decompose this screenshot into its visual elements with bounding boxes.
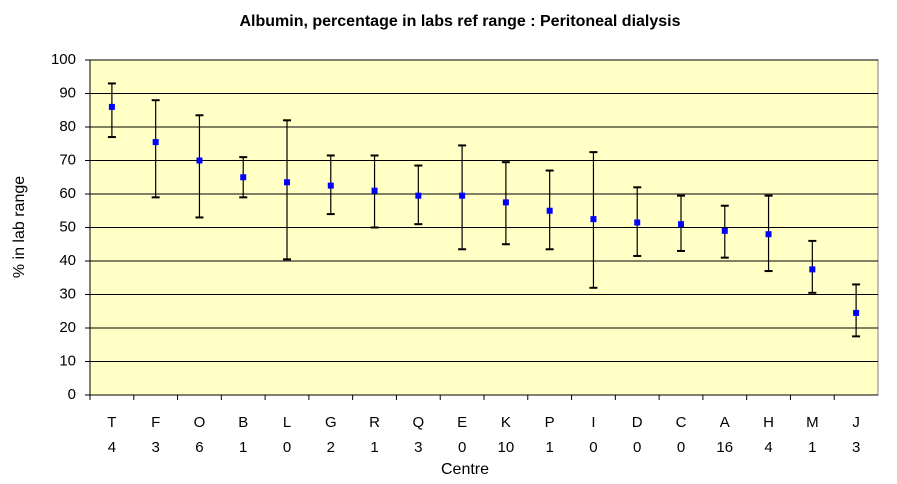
x-tick-label: K bbox=[501, 414, 511, 431]
x-tick-label: B bbox=[238, 414, 248, 431]
x-tick-sublabel: 0 bbox=[677, 439, 685, 456]
x-tick-sublabel: 3 bbox=[414, 439, 422, 456]
point bbox=[853, 309, 860, 316]
point bbox=[546, 207, 553, 214]
x-tick-label: E bbox=[457, 414, 467, 431]
x-tick-sublabel: 0 bbox=[589, 439, 597, 456]
x-tick-label: D bbox=[632, 414, 643, 431]
point bbox=[502, 199, 509, 206]
y-tick-label: 100 bbox=[51, 51, 76, 68]
x-tick-sublabel: 10 bbox=[498, 439, 515, 456]
x-tick-sublabel: 1 bbox=[545, 439, 553, 456]
point bbox=[108, 103, 115, 110]
x-tick-label: R bbox=[369, 414, 380, 431]
point bbox=[284, 179, 290, 186]
x-tick-sublabel: 16 bbox=[716, 439, 733, 456]
x-tick-sublabel: 3 bbox=[852, 439, 860, 456]
x-tick-label: F bbox=[151, 414, 160, 431]
x-axis-label: Centre bbox=[441, 461, 489, 478]
x-tick-sublabel: 0 bbox=[458, 439, 466, 456]
x-tick-label: I bbox=[591, 414, 595, 431]
error-bar bbox=[107, 82, 116, 139]
point bbox=[634, 219, 641, 226]
x-tick-label: C bbox=[676, 414, 687, 431]
x-tick-sublabel: 1 bbox=[808, 439, 816, 456]
x-tick-sublabel: 3 bbox=[151, 439, 159, 456]
point bbox=[371, 187, 378, 194]
y-tick-label: 90 bbox=[59, 84, 76, 101]
x-tick-sublabel: 1 bbox=[370, 439, 378, 456]
x-tick-label: L bbox=[283, 414, 291, 431]
y-tick-label: 50 bbox=[59, 218, 76, 235]
y-tick-label: 80 bbox=[59, 118, 76, 135]
x-tick-label: Q bbox=[412, 414, 424, 431]
y-axis-label: % in lab range bbox=[11, 176, 28, 278]
x-tick-sublabel: 6 bbox=[195, 439, 203, 456]
y-tick-label: 10 bbox=[59, 352, 76, 369]
y-tick-label: 40 bbox=[59, 252, 76, 269]
y-tick-label: 60 bbox=[59, 185, 76, 202]
point bbox=[809, 266, 816, 273]
y-tick-label: 30 bbox=[59, 285, 76, 302]
point bbox=[459, 192, 466, 199]
point bbox=[721, 227, 728, 234]
point bbox=[590, 216, 597, 223]
point bbox=[765, 231, 772, 238]
x-tick-sublabel: 1 bbox=[239, 439, 247, 456]
error-bar bbox=[195, 114, 204, 219]
point bbox=[415, 192, 422, 199]
point bbox=[152, 139, 159, 146]
x-tick-sublabel: 0 bbox=[633, 439, 641, 456]
point bbox=[196, 157, 203, 164]
x-tick-sublabel: 2 bbox=[327, 439, 335, 456]
x-tick-label: J bbox=[852, 414, 860, 431]
x-tick-label: M bbox=[806, 414, 819, 431]
x-tick-sublabel: 0 bbox=[283, 439, 291, 456]
y-tick-label: 20 bbox=[59, 319, 76, 336]
error-bar bbox=[283, 119, 291, 261]
x-tick-label: P bbox=[545, 414, 555, 431]
x-tick-sublabel: 4 bbox=[764, 439, 772, 456]
x-tick-label: H bbox=[763, 414, 774, 431]
x-tick-label: O bbox=[194, 414, 206, 431]
x-tick-label: G bbox=[325, 414, 337, 431]
point bbox=[327, 182, 334, 189]
y-tick-label: 70 bbox=[59, 151, 76, 168]
x-tick-label: T bbox=[107, 414, 116, 431]
x-tick-sublabel: 4 bbox=[108, 439, 116, 456]
x-tick-label: A bbox=[720, 414, 730, 431]
error-bar bbox=[151, 99, 160, 199]
point bbox=[678, 221, 684, 228]
y-tick-label: 0 bbox=[68, 386, 76, 403]
point bbox=[240, 174, 247, 181]
chart-title: Albumin, percentage in labs ref range : … bbox=[239, 13, 680, 30]
